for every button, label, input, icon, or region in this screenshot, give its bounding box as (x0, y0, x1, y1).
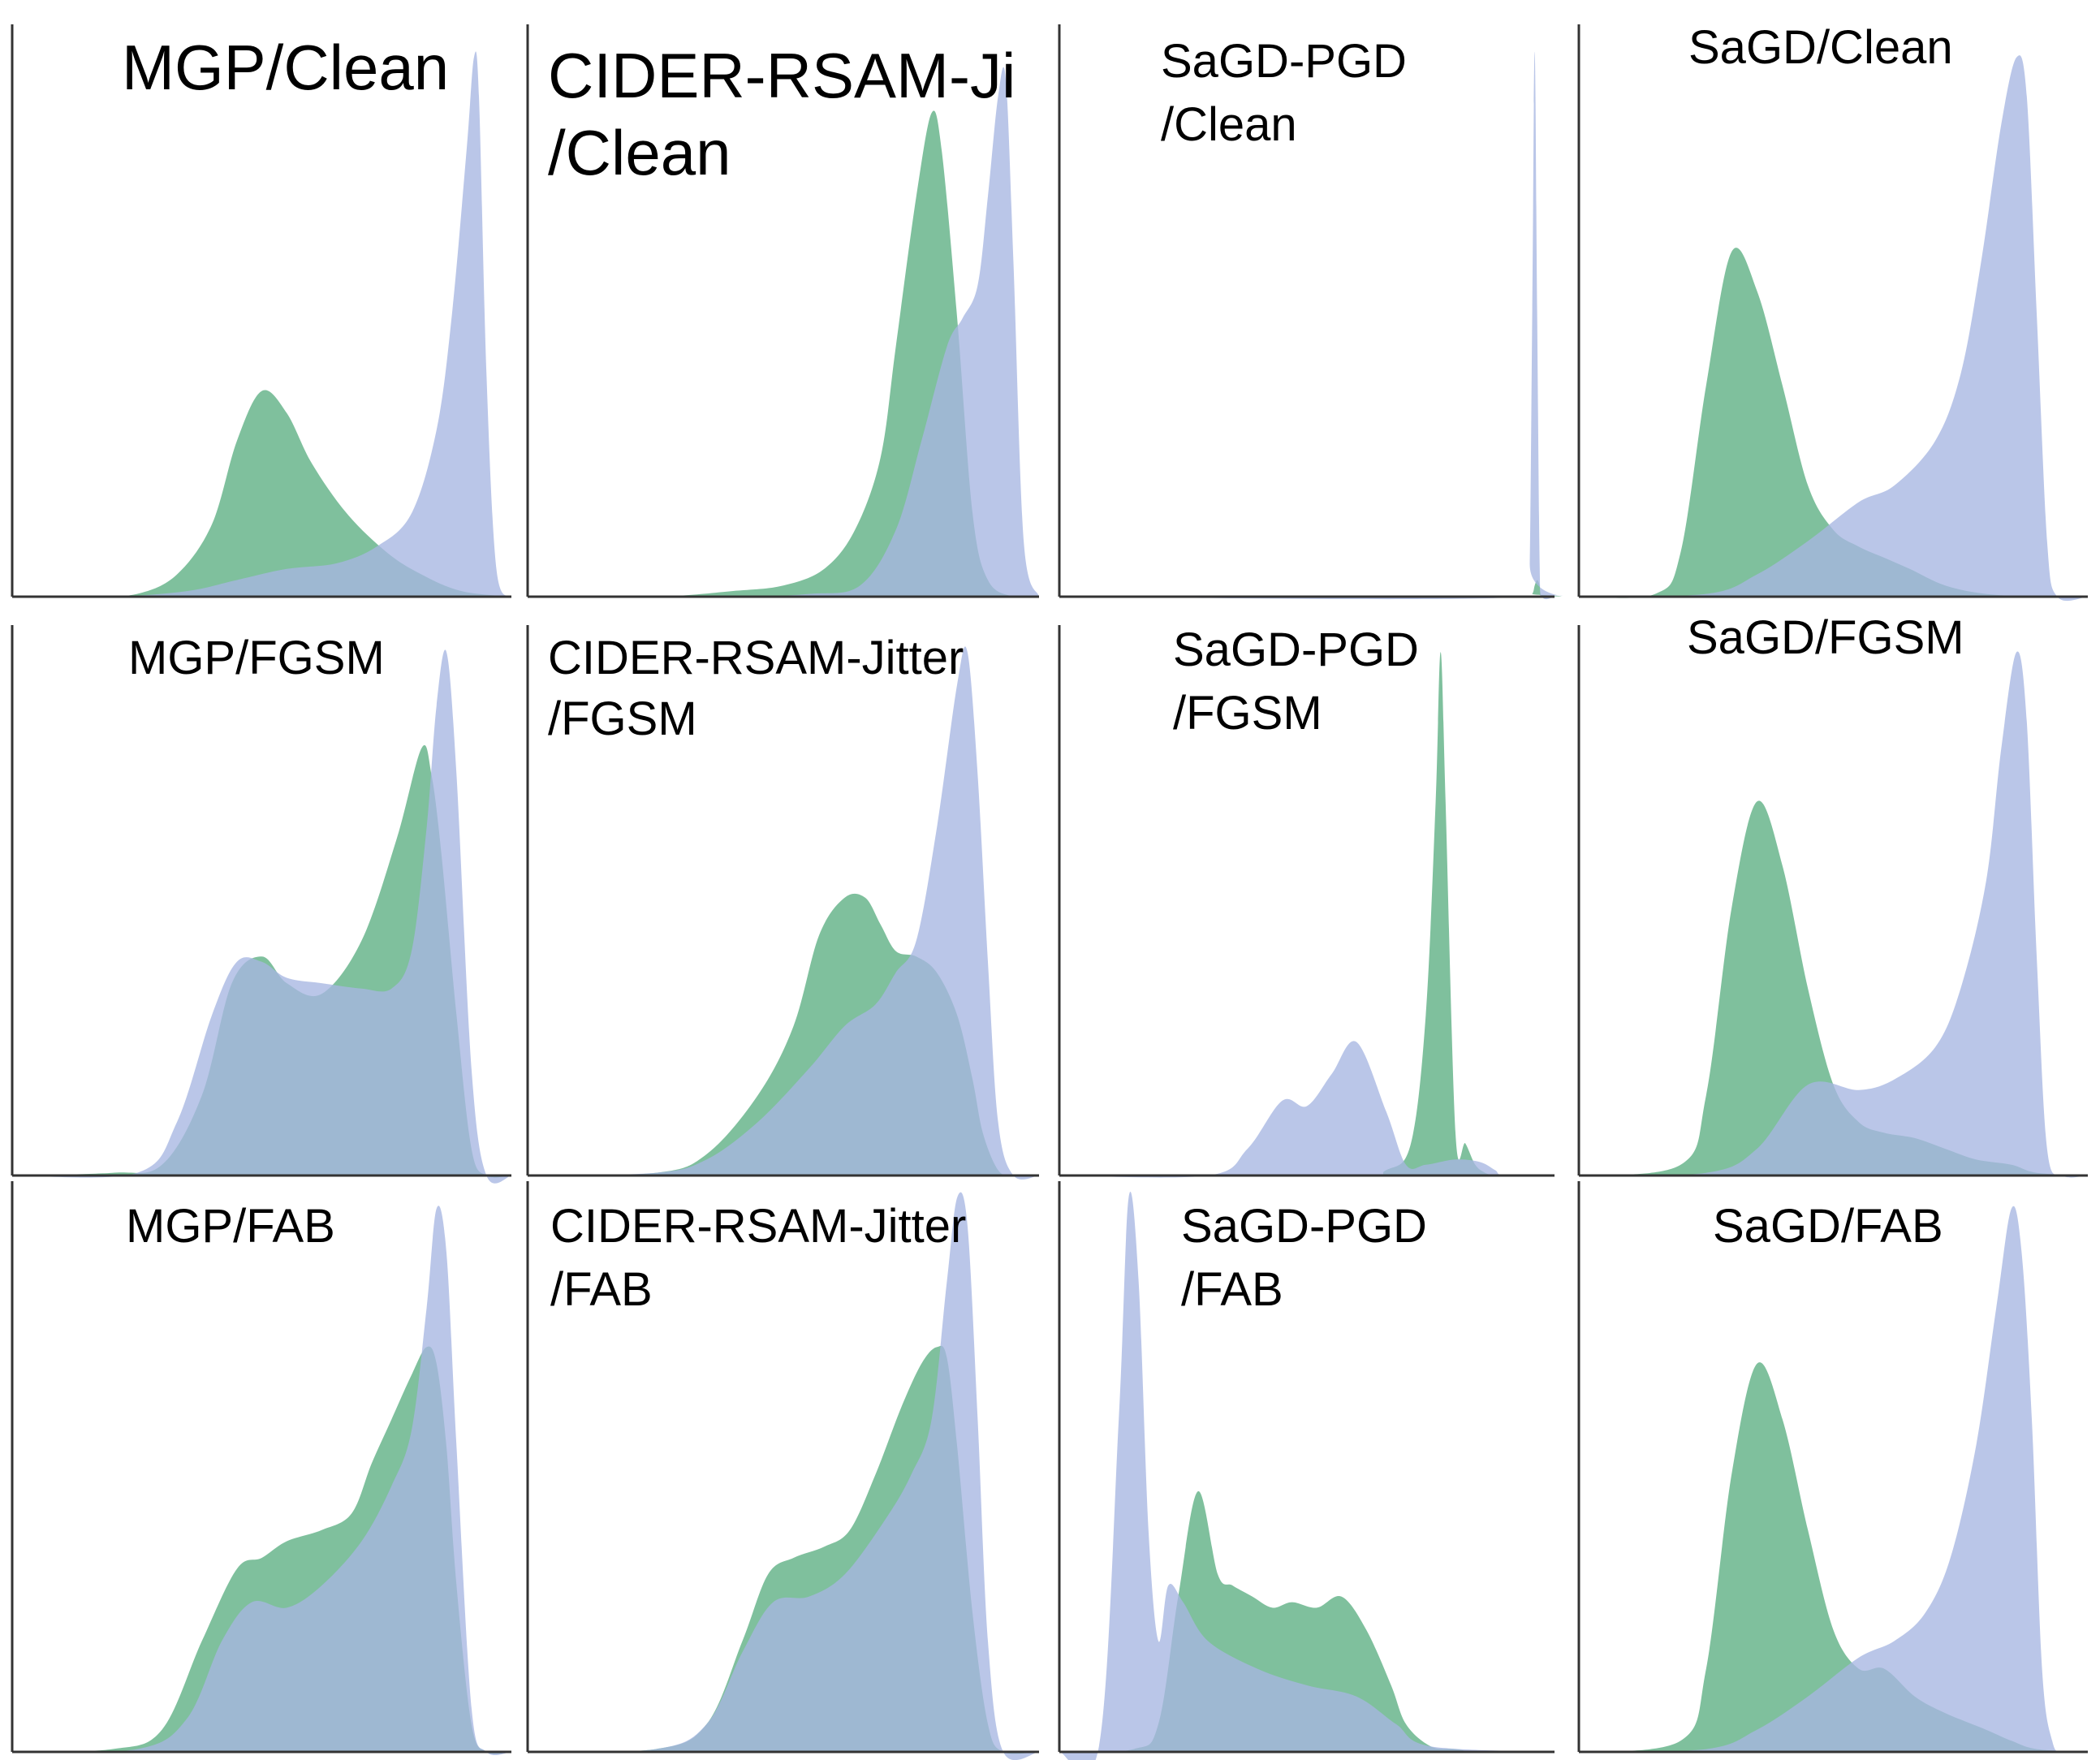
density-area-blue-cider-rsam-ji-clean (528, 67, 1039, 597)
panel-mgp-fgsm: MGP/FGSM (11, 625, 511, 1184)
panel-title-line: /Clean (548, 117, 731, 188)
density-area-blue-mgp-fgsm (12, 649, 511, 1184)
panel-cider-rsam-ji-clean: CIDER-RSAM-Ji/Clean (526, 24, 1039, 598)
density-area-blue-sagd-pgd-clean (1059, 51, 1563, 600)
panel-title-line: /FAB (550, 1263, 653, 1316)
panel-title-line: MGP/FAB (126, 1200, 335, 1253)
panel-mgp-clean: MGP/Clean (11, 24, 511, 598)
panel-sagd-clean: SaGD/Clean (1577, 21, 2088, 602)
density-area-green-cider-rsam-ji-clean (528, 110, 1039, 598)
panel-cider-rsam-jitter-fgsm: CIDER-RSAM-Jitter/FGSM (526, 625, 1039, 1180)
panel-sagd-fgsm: SaGD/FGSM (1577, 611, 2088, 1178)
panel-title-line: CIDER-RSAM-Jitter (548, 632, 964, 684)
panel-sagd-pgd-fab: SaGD-PGD/FAB (1058, 1181, 1555, 1760)
panel-title-line: /FGSM (1173, 687, 1322, 740)
density-area-blue-mgp-clean (12, 51, 511, 597)
density-area-green-sagd-clean (1579, 248, 2088, 598)
density-area-blue-sagd-fab (1579, 1206, 2088, 1754)
panel-title-line: SaGD-PGD (1161, 35, 1407, 88)
density-area-blue-cider-rsam-jitter-fgsm (528, 646, 1039, 1180)
panel-title-line: MGP/FGSM (128, 632, 385, 684)
panel-title-line: /FGSM (548, 692, 697, 745)
density-area-green-sagd-pgd-clean (1059, 580, 1562, 598)
panel-mgp-fab: MGP/FAB (11, 1181, 511, 1756)
panel-title-line: SaGD/Clean (1688, 21, 1953, 74)
density-area-green-mgp-clean (12, 390, 511, 597)
density-area-blue-sagd-fgsm (1579, 651, 2088, 1178)
density-area-blue-sagd-clean (1579, 55, 2088, 602)
density-area-green-sagd-pgd-fgsm (1059, 652, 1555, 1176)
panel-title-line: SaGD-PGD (1181, 1200, 1427, 1253)
panel-title-line: SaGD-PGD (1173, 623, 1419, 676)
panel-title-line: MGP/Clean (122, 32, 449, 103)
panel-sagd-fab: SaGD/FAB (1577, 1181, 2088, 1754)
density-area-blue-sagd-pgd-fab (1059, 1192, 1555, 1760)
density-area-blue-cider-rsam-jitter-fab (528, 1192, 1039, 1760)
panel-title-line: SaGD/FAB (1713, 1200, 1943, 1253)
panel-sagd-pgd-fgsm: SaGD-PGD/FGSM (1058, 623, 1555, 1178)
density-area-green-sagd-fab (1579, 1362, 2088, 1752)
panel-cider-rsam-jitter-fab: CIDER-RSAM-Jitter/FAB (526, 1181, 1039, 1760)
density-area-blue-sagd-pgd-fgsm (1059, 1041, 1555, 1178)
panel-title-line: SaGD/FGSM (1687, 611, 1964, 664)
panel-title-line: CIDER-RSAM-Jitter (550, 1200, 966, 1253)
panel-sagd-pgd-clean: SaGD-PGD/Clean (1058, 24, 1563, 600)
panel-title-line: /FAB (1181, 1263, 1283, 1316)
panel-title-line: /Clean (1161, 98, 1297, 151)
density-area-blue-mgp-fab (12, 1206, 511, 1756)
panel-title-line: CIDER-RSAM-Ji (548, 40, 1016, 111)
